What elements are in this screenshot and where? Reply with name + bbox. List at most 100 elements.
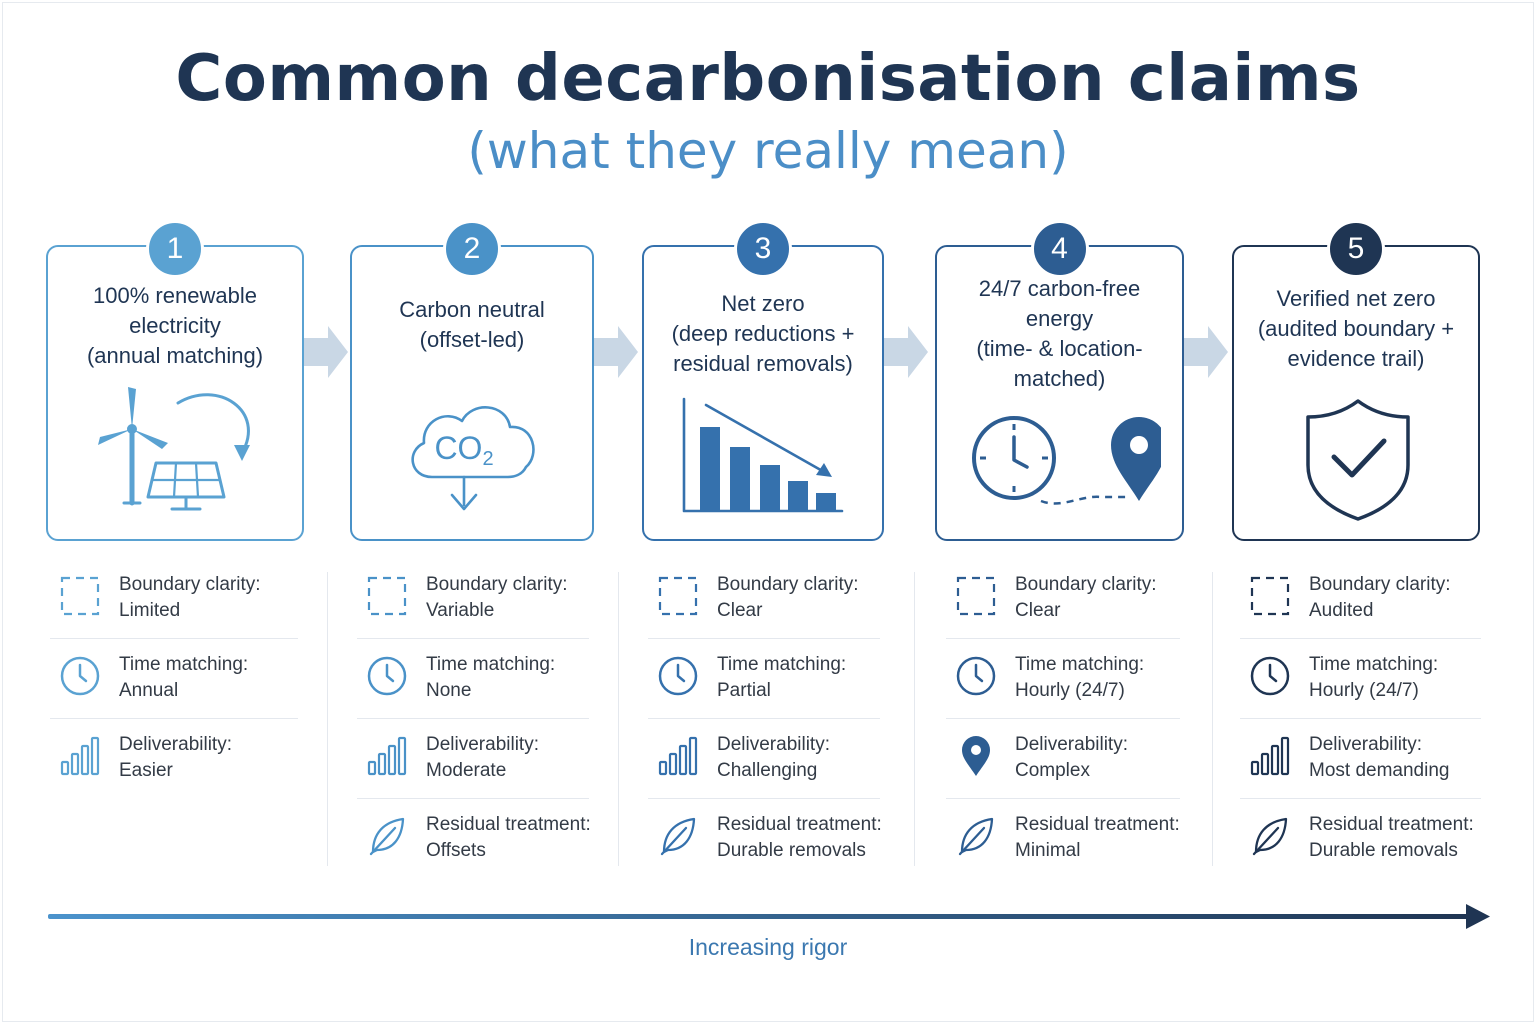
column-separator	[327, 572, 328, 866]
attribute-label: Deliverability:	[717, 734, 830, 755]
row-divider	[1240, 798, 1481, 799]
step-number-badge: 5	[1327, 220, 1385, 278]
row-divider	[357, 718, 589, 719]
attribute-value: Limited	[119, 600, 181, 621]
leaf-icon	[954, 814, 998, 863]
column-separator	[618, 572, 619, 866]
attribute-row: Deliverability: Moderate	[357, 732, 589, 812]
attribute-value: Complex	[1015, 760, 1090, 781]
flow-arrow-icon	[304, 322, 350, 387]
row-divider	[50, 638, 298, 639]
leaf-icon	[1248, 814, 1292, 863]
row-divider	[1240, 638, 1481, 639]
claim-title-line: Net zero	[721, 291, 805, 316]
claim-title-line: (annual matching)	[86, 343, 264, 368]
claim-card-1: 100% renewable electricity (annual matchin…	[46, 245, 304, 541]
attribute-row: Deliverability: Most demanding	[1240, 732, 1481, 812]
bars-icon	[58, 734, 102, 783]
wind-solar-icon	[88, 383, 268, 528]
attribute-label: Deliverability:	[426, 734, 539, 755]
boundary-icon	[58, 574, 102, 623]
clock-pin-icon	[961, 405, 1167, 526]
row-divider	[648, 638, 880, 639]
row-divider	[357, 798, 589, 799]
increasing-rigor-arrow	[48, 902, 1493, 937]
declining-bars-icon	[674, 397, 854, 526]
attribute-value: Hourly (24/7)	[1015, 680, 1125, 701]
attribute-value: Audited	[1309, 600, 1374, 621]
claim-title: 100% renewable electricity (annual matchin…	[54, 281, 296, 371]
boundary-icon	[656, 574, 700, 623]
claim-title-line: evidence trail)	[1287, 346, 1425, 371]
clock-icon	[1248, 654, 1292, 703]
clock-icon	[365, 654, 409, 703]
claim-title-line: 24/7 carbon-free	[978, 276, 1141, 301]
attribute-value: Clear	[717, 600, 763, 621]
claim-title-line: Carbon neutral	[399, 297, 545, 322]
claim-title-line: (offset-led)	[419, 327, 525, 352]
attribute-row: Boundary clarity: Audited	[1240, 572, 1481, 652]
bars-icon	[656, 734, 700, 783]
attribute-value: Durable removals	[1309, 840, 1458, 861]
attribute-label: Time matching:	[717, 654, 847, 675]
row-divider	[357, 638, 589, 639]
attribute-value: Hourly (24/7)	[1309, 680, 1419, 701]
column-separator	[914, 572, 915, 866]
bars-icon	[1248, 734, 1292, 783]
attribute-label: Time matching:	[119, 654, 249, 675]
row-divider	[50, 718, 298, 719]
attribute-value: Most demanding	[1309, 760, 1450, 781]
boundary-icon	[365, 574, 409, 623]
claim-title-line: electricity	[129, 313, 221, 338]
attribute-row: Boundary clarity: Variable	[357, 572, 589, 652]
rigor-label: Increasing rigor	[688, 934, 848, 960]
attribute-value: Variable	[426, 600, 495, 621]
attribute-label: Residual treatment:	[426, 814, 591, 835]
attribute-label: Residual treatment:	[717, 814, 882, 835]
claim-title: Carbon neutral (offset-led)	[358, 295, 586, 355]
boundary-icon	[954, 574, 998, 623]
flow-arrow-icon	[1184, 322, 1230, 387]
boundary-icon	[1248, 574, 1292, 623]
attribute-label: Deliverability:	[1015, 734, 1128, 755]
attribute-label: Time matching:	[1309, 654, 1439, 675]
attribute-row: Time matching: Hourly (24/7)	[1240, 652, 1481, 732]
row-divider	[1240, 718, 1481, 719]
step-number-badge: 1	[146, 220, 204, 278]
attribute-row: Boundary clarity: Clear	[648, 572, 880, 652]
leaf-icon	[656, 814, 700, 863]
claim-title-line: (deep reductions +	[671, 321, 855, 346]
row-divider	[946, 718, 1180, 719]
attribute-row: Deliverability: Complex	[946, 732, 1180, 812]
claim-title-line: Verified net zero	[1276, 286, 1436, 311]
row-divider	[648, 798, 880, 799]
attribute-row: Boundary clarity: Clear	[946, 572, 1180, 652]
attribute-row: Residual treatment: Minimal	[946, 812, 1180, 892]
attribute-row: Boundary clarity: Limited	[50, 572, 298, 652]
row-divider	[946, 638, 1180, 639]
claim-title: Verified net zero (audited boundary + evid…	[1240, 284, 1472, 374]
flow-arrow-icon	[594, 322, 640, 387]
svg-text:CO2: CO2	[434, 430, 493, 470]
attribute-value: Minimal	[1015, 840, 1081, 861]
clock-icon	[656, 654, 700, 703]
claim-title-line: (audited boundary +	[1257, 316, 1455, 341]
leaf-icon	[365, 814, 409, 863]
row-divider	[946, 798, 1180, 799]
attribute-row: Time matching: Partial	[648, 652, 880, 732]
attribute-row: Time matching: Hourly (24/7)	[946, 652, 1180, 732]
clock-icon	[954, 654, 998, 703]
attribute-value: Challenging	[717, 760, 818, 781]
claim-title: Net zero (deep reductions + residual remov…	[650, 289, 876, 379]
attribute-label: Boundary clarity:	[119, 574, 261, 595]
attribute-label: Time matching:	[426, 654, 556, 675]
claim-card-2: Carbon neutral (offset-led) CO2	[350, 245, 594, 541]
attribute-row: Residual treatment: Durable removals	[1240, 812, 1481, 892]
attribute-value: Moderate	[426, 760, 507, 781]
claim-title: 24/7 carbon-free energy (time- & location-…	[943, 274, 1176, 394]
attribute-value: Durable removals	[717, 840, 866, 861]
attribute-value: Offsets	[426, 840, 486, 861]
attribute-label: Deliverability:	[119, 734, 232, 755]
pin-icon	[954, 734, 998, 783]
